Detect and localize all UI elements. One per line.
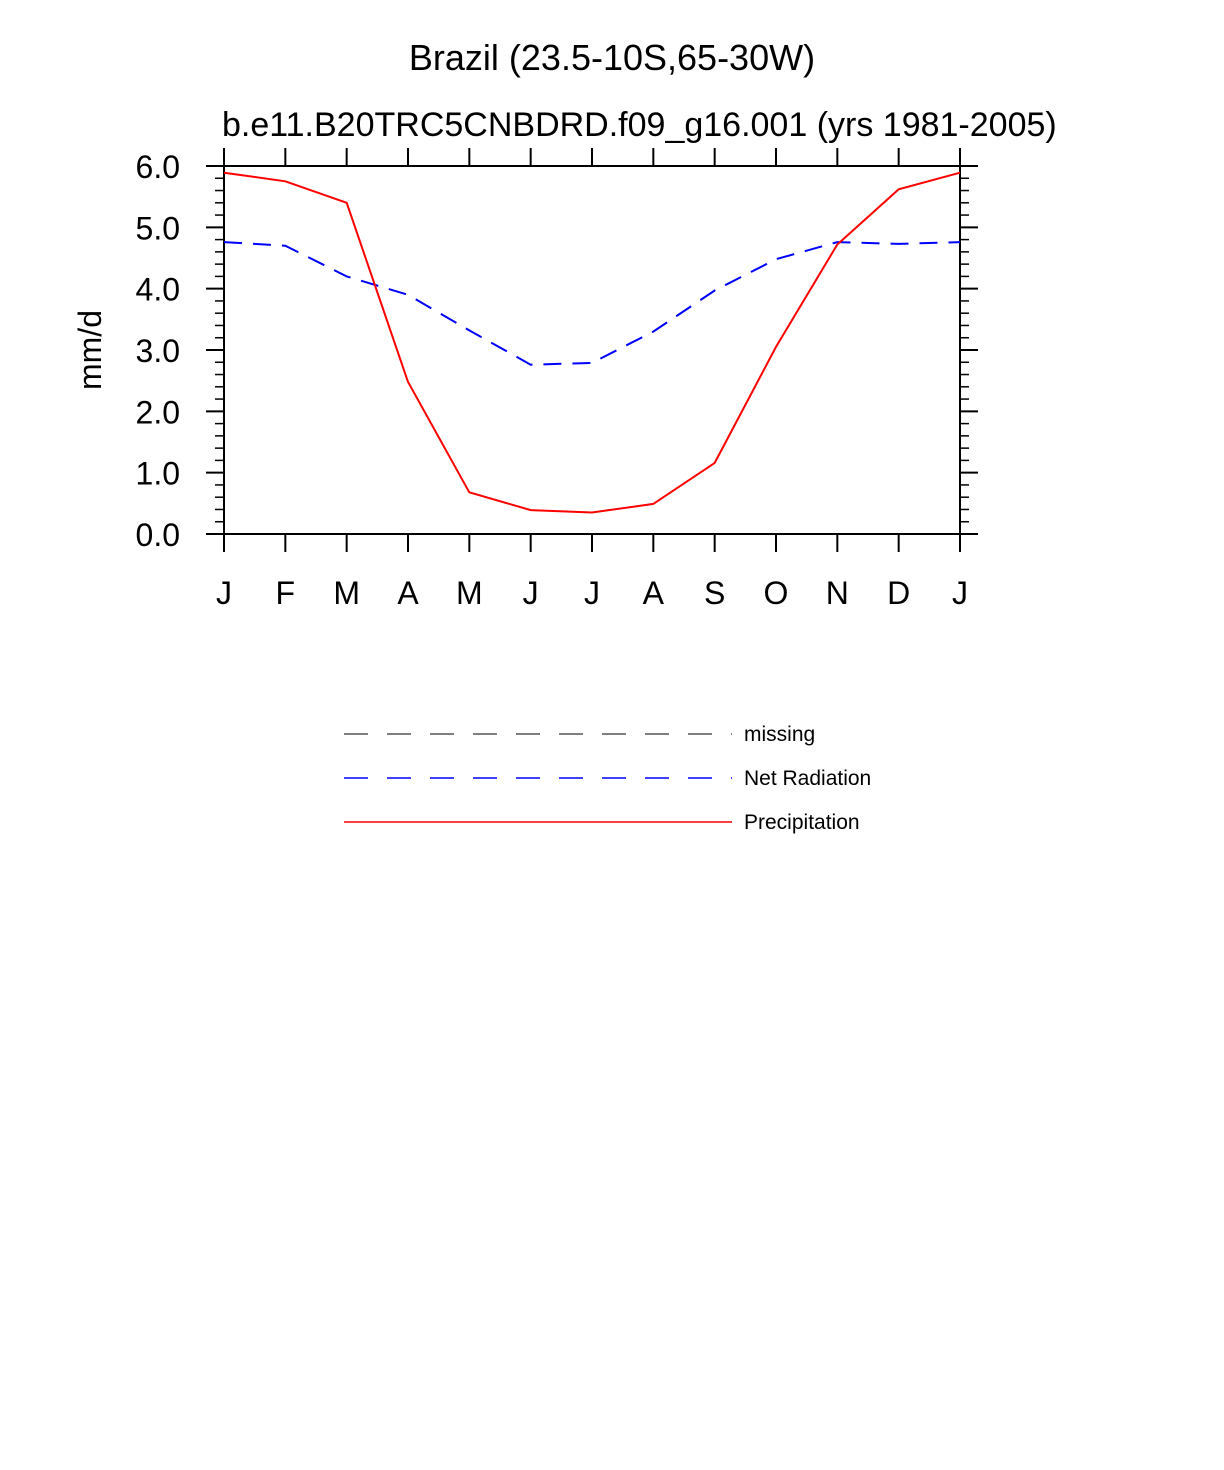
x-tick-label: D <box>887 575 910 611</box>
y-tick-label: 0.0 <box>136 517 180 553</box>
x-tick-label: M <box>333 575 360 611</box>
x-tick-label: S <box>704 575 725 611</box>
y-tick-label: 6.0 <box>136 149 180 185</box>
chart-subtitle: b.e11.B20TRC5CNBDRD.f09_g16.001 (yrs 198… <box>222 106 1057 144</box>
y-tick-label: 4.0 <box>136 272 180 308</box>
x-tick-label: N <box>826 575 849 611</box>
x-tick-label: F <box>276 575 296 611</box>
y-axis-title: mm/d <box>72 310 108 390</box>
legend-label: Net Radiation <box>744 767 871 790</box>
legend-label: missing <box>744 723 815 746</box>
plot-frame <box>223 165 961 535</box>
legend: missing Net Radiation Precipitation <box>344 723 871 834</box>
x-tick-label: J <box>584 575 600 611</box>
y-tick-label: 3.0 <box>136 333 180 369</box>
x-tick-label: J <box>952 575 968 611</box>
legend-label: Precipitation <box>744 811 860 834</box>
y-tick-label: 5.0 <box>136 210 180 246</box>
chart-title: Brazil (23.5-10S,65-30W) <box>408 37 816 78</box>
x-tick-label: J <box>216 575 232 611</box>
series-line-net-radiation <box>223 241 961 366</box>
x-tick-label: M <box>456 575 483 611</box>
x-tick-label: A <box>397 575 419 611</box>
x-tick-label: O <box>764 575 789 611</box>
y-tick-label: 1.0 <box>136 456 180 492</box>
x-tick-label: A <box>643 575 665 611</box>
plot-axes: 0.0 1.0 2.0 3.0 4.0 5.0 6.0 J F M A M J J A S O N D Jmm/d <box>72 148 978 611</box>
plot-series <box>223 171 961 514</box>
y-tick-label: 2.0 <box>136 394 180 430</box>
x-tick-label: J <box>523 575 539 611</box>
series-line-precipitation <box>223 171 961 514</box>
